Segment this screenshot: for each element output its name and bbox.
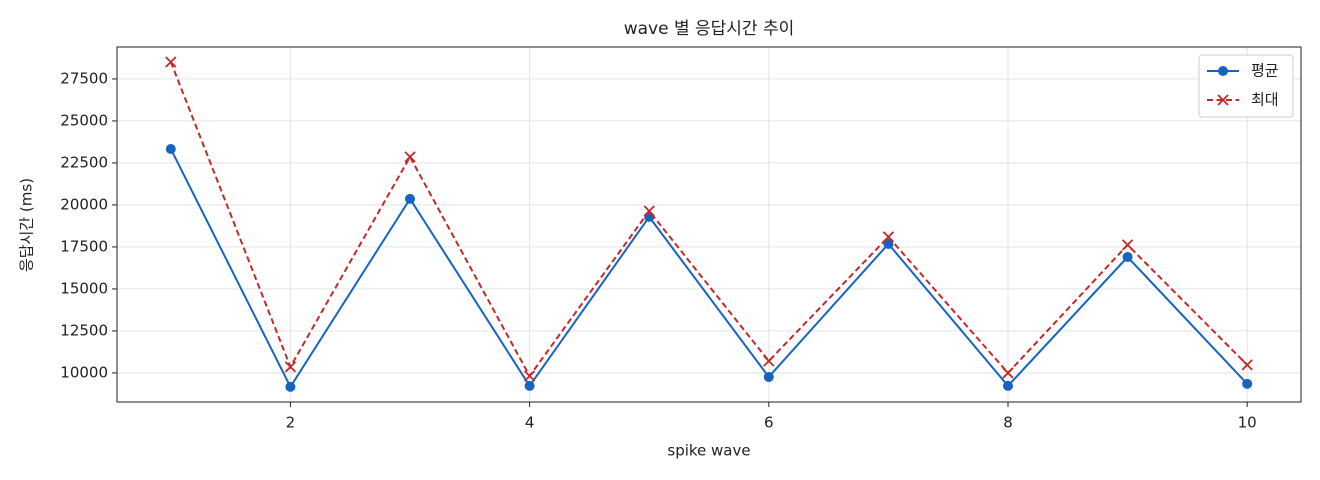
data-point	[165, 56, 177, 68]
legend-box	[1198, 54, 1294, 118]
y-tick-label: 27500	[60, 69, 108, 87]
data-point	[882, 231, 895, 243]
chart-title: wave 별 응답시간 추이	[624, 19, 795, 39]
series-line	[169, 61, 1248, 378]
grid	[117, 47, 1301, 402]
legend-label: 평균	[1251, 62, 1279, 80]
x-tick-label: 2	[286, 414, 296, 432]
data-point	[763, 371, 774, 382]
x-tick-label: 4	[525, 414, 535, 432]
data-point	[763, 355, 775, 367]
data-point	[883, 238, 894, 249]
series-line	[169, 148, 1248, 389]
data-point	[1002, 367, 1014, 379]
data-point	[165, 143, 176, 154]
y-tick-label: 25000	[60, 111, 108, 129]
data-point	[285, 381, 296, 392]
data-point	[1122, 252, 1133, 263]
data-point	[1002, 380, 1013, 391]
data-point	[523, 370, 536, 382]
data-point	[405, 193, 416, 204]
data-point	[524, 380, 535, 391]
y-tick-label: 17500	[60, 237, 108, 255]
y-tick-label: 22500	[60, 153, 108, 171]
data-point	[1242, 378, 1253, 389]
x-axis-label: spike wave	[667, 442, 750, 460]
data-point	[404, 151, 416, 163]
y-tick-label: 20000	[60, 195, 108, 213]
x-tick-label: 10	[1238, 414, 1257, 432]
legend-marker	[1217, 94, 1229, 106]
legend-label: 최대	[1251, 91, 1279, 109]
y-tick-label: 15000	[60, 279, 108, 297]
data-point	[1241, 359, 1253, 371]
y-axis-label: 응답시간 (ms)	[18, 178, 36, 272]
data-point	[284, 361, 297, 373]
x-tick-label: 6	[764, 414, 774, 432]
x-tick-label: 8	[1003, 414, 1013, 432]
plot-frame	[116, 46, 1302, 403]
y-tick-label: 12500	[60, 321, 108, 339]
legend-marker	[1218, 66, 1228, 76]
data-point	[643, 205, 655, 217]
data-point	[1121, 239, 1134, 251]
y-tick-label: 10000	[60, 363, 108, 381]
